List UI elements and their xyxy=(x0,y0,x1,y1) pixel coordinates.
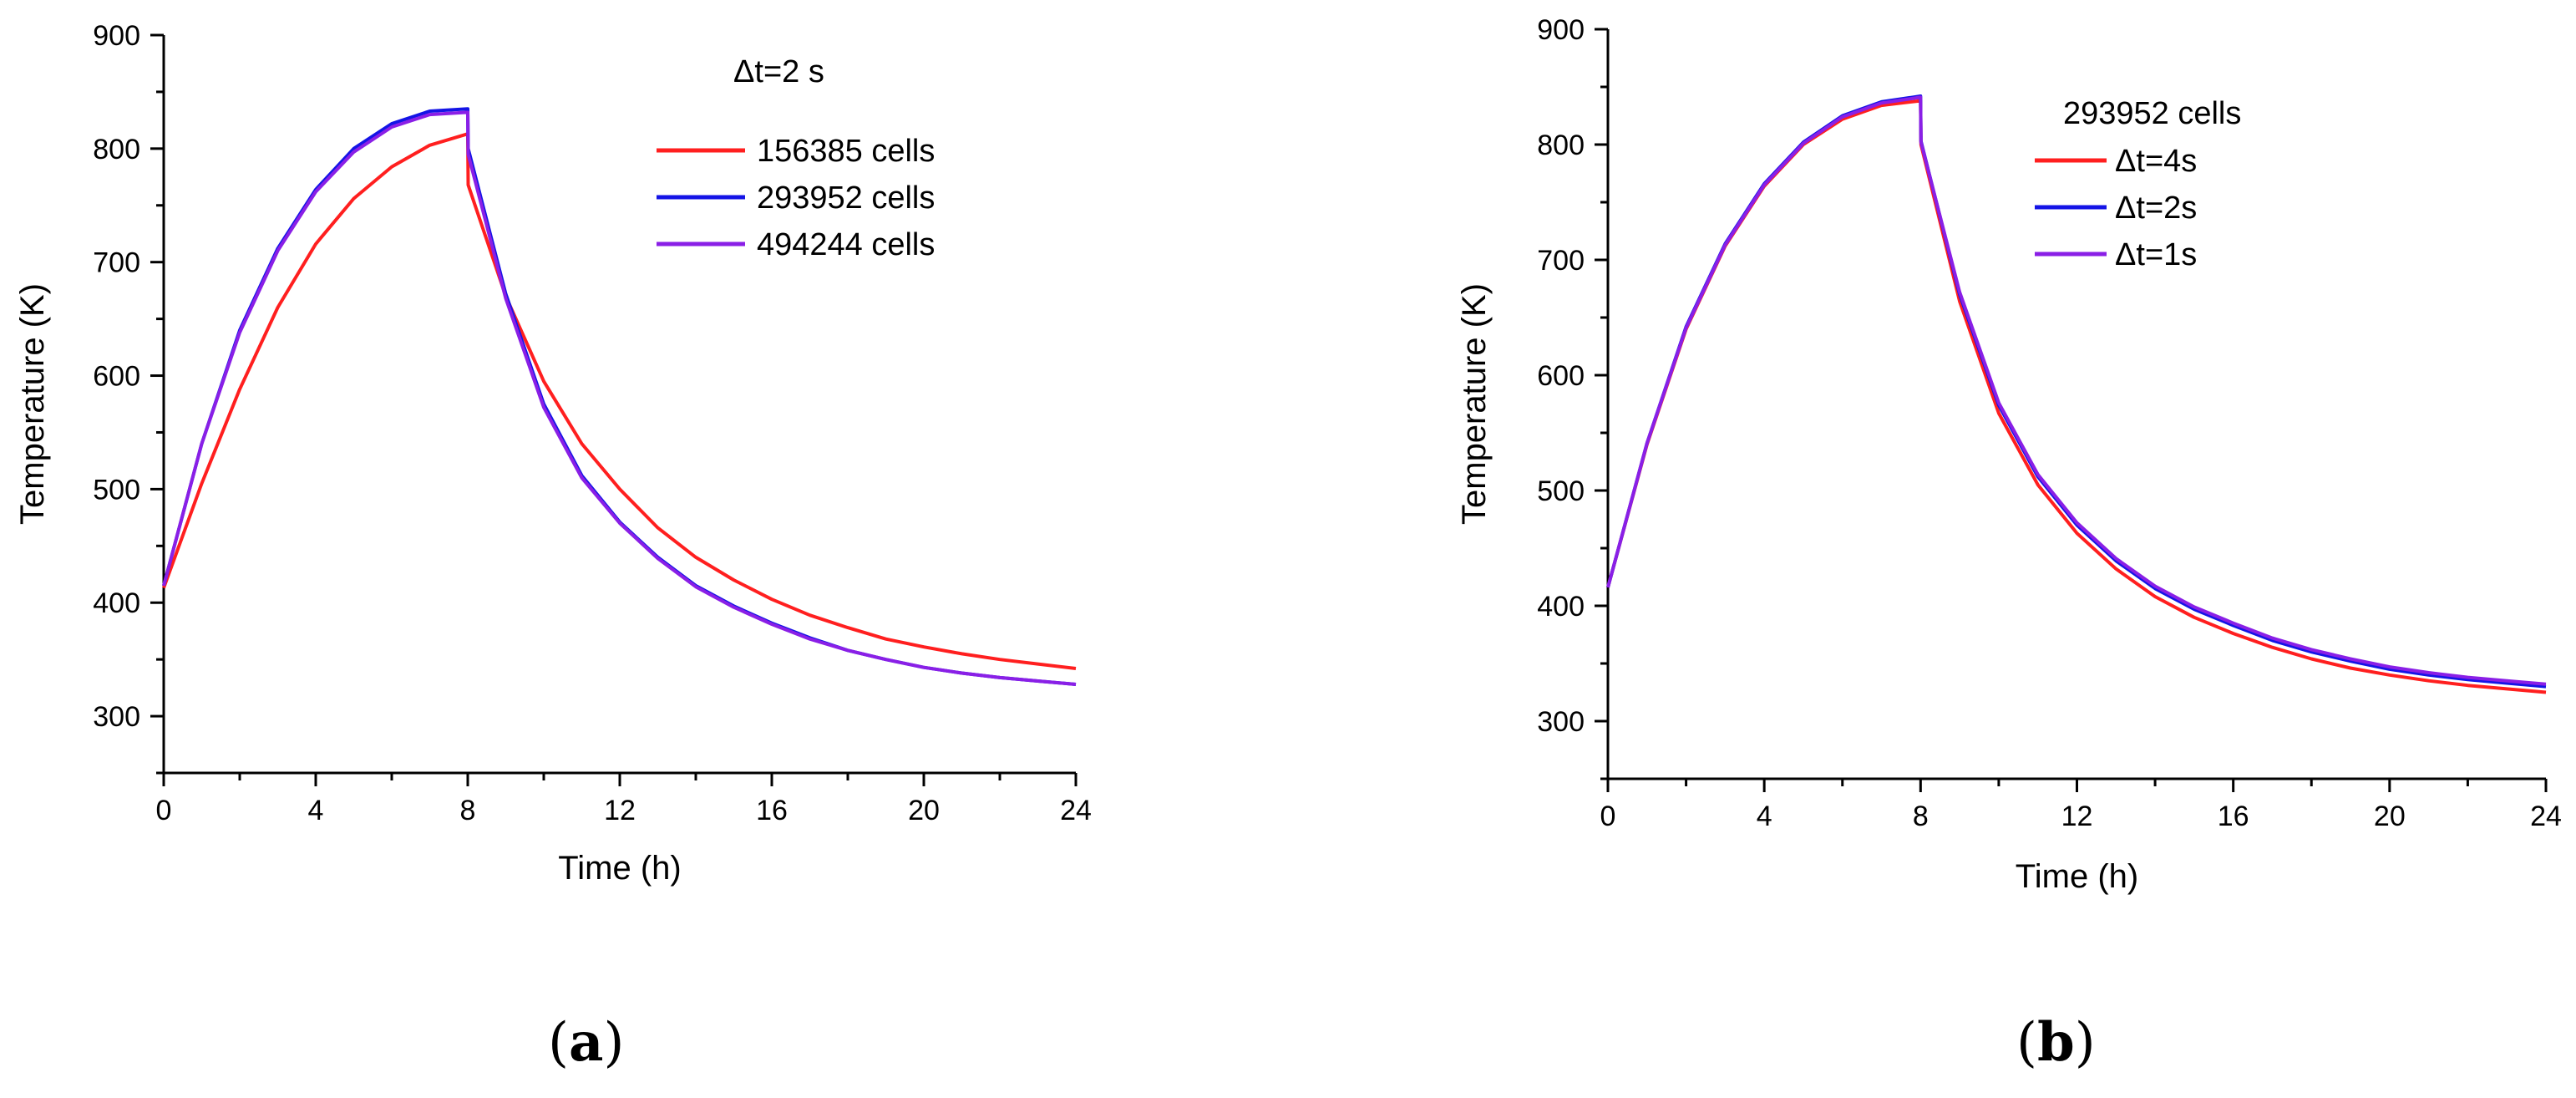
y-tick-label: 300 xyxy=(93,701,140,733)
panel-label-a: (a) xyxy=(548,1011,625,1074)
y-tick-label: 300 xyxy=(1537,706,1585,738)
series-line-3 xyxy=(1606,95,2547,686)
legend-title: 293952 cells xyxy=(2063,96,2241,131)
x-tick-label: 20 xyxy=(908,795,940,826)
y-tick-label: 800 xyxy=(1537,130,1585,161)
x-tick-label: 20 xyxy=(2374,801,2406,832)
x-tick-label: 0 xyxy=(1600,801,1616,832)
x-tick-label: 16 xyxy=(756,795,788,826)
y-tick-label: 400 xyxy=(1537,591,1585,623)
legend-label-2: Δt=2s xyxy=(2115,191,2197,226)
panel-label-b: (b) xyxy=(2016,1011,2096,1074)
x-tick-label: 8 xyxy=(460,795,476,826)
y-tick-label: 500 xyxy=(1537,475,1585,507)
x-tick-label: 8 xyxy=(1913,801,1929,832)
legend-label-1: 156385 cells xyxy=(757,134,935,169)
chart-panel-b: 300 400 500 600 700 800 900 0 4 8 12 16 20 24 Time (h)… xyxy=(1456,14,2562,895)
x-tick-label: 4 xyxy=(308,795,324,826)
series-line-1 xyxy=(1606,99,2547,694)
y-tick-label: 400 xyxy=(93,587,140,619)
y-tick-label: 700 xyxy=(93,247,140,279)
y-tick-label: 500 xyxy=(93,474,140,506)
x-tick-label: 16 xyxy=(2218,801,2249,832)
legend-label-3: Δt=1s xyxy=(2115,237,2197,272)
x-tick-label: 4 xyxy=(1757,801,1772,832)
y-axis-label: Temperature (K) xyxy=(14,283,51,525)
series-line-2 xyxy=(1606,94,2547,689)
y-tick-label: 600 xyxy=(93,361,140,393)
legend-label-1: Δt=4s xyxy=(2115,144,2197,179)
series-line-2 xyxy=(162,107,1077,686)
x-tick-label: 24 xyxy=(2530,801,2562,832)
chart-panel-a: 300 400 500 600 700 800 900 0 4 8 12 16 20 24 Time (h)… xyxy=(14,20,1092,887)
x-tick-label: 12 xyxy=(604,795,636,826)
x-tick-label: 12 xyxy=(2061,801,2093,832)
series-line-1 xyxy=(162,132,1077,670)
x-axis-label: Time (h) xyxy=(558,850,681,887)
legend-label-3: 494244 cells xyxy=(757,227,935,262)
y-tick-label: 700 xyxy=(1537,245,1585,277)
x-tick-label: 24 xyxy=(1060,795,1092,826)
y-tick-label: 600 xyxy=(1537,360,1585,392)
series-line-3 xyxy=(162,110,1077,686)
y-axis-label: Temperature (K) xyxy=(1456,283,1493,525)
y-tick-label: 800 xyxy=(93,134,140,165)
legend-title: Δt=2 s xyxy=(733,54,824,89)
legend-label-2: 293952 cells xyxy=(757,180,935,216)
x-axis-label: Time (h) xyxy=(2016,858,2138,895)
x-tick-label: 0 xyxy=(156,795,172,826)
y-tick-label: 900 xyxy=(1537,14,1585,46)
y-tick-label: 900 xyxy=(93,20,140,52)
